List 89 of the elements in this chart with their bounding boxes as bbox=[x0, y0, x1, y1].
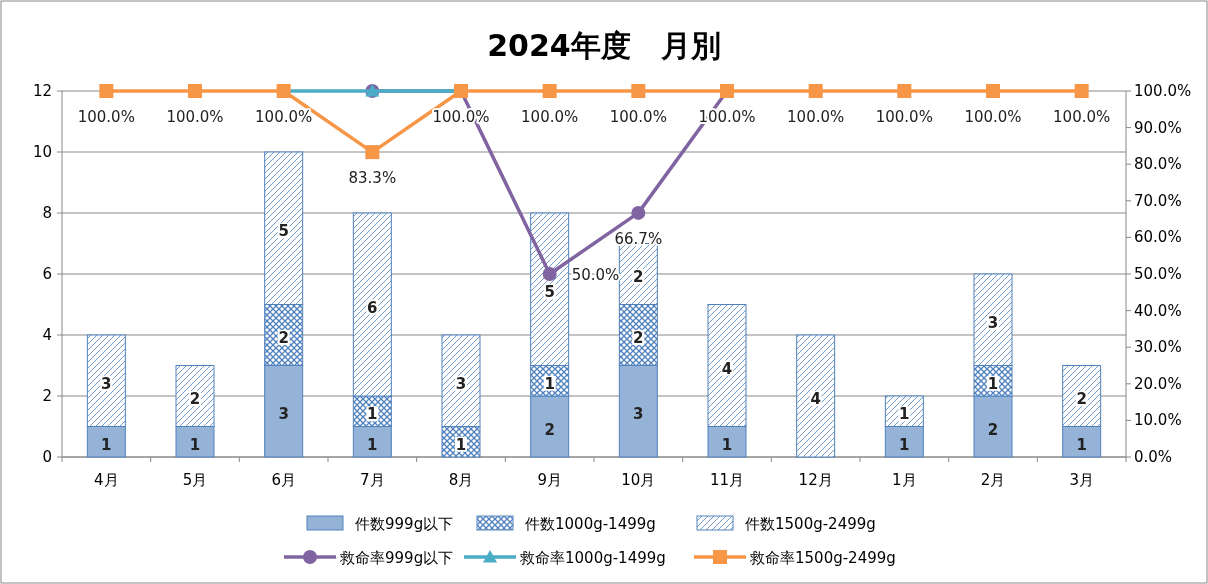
data-label: 100.0% bbox=[521, 108, 579, 126]
y-tick-label: 12 bbox=[32, 82, 52, 100]
data-label: 3 bbox=[987, 313, 999, 332]
data-label: 1 bbox=[899, 435, 910, 454]
data-label: 1 bbox=[189, 435, 201, 454]
x-tick-label: 6月 bbox=[271, 471, 296, 489]
data-label: 6 bbox=[367, 298, 378, 317]
data-label: 2 bbox=[633, 329, 644, 347]
y2-tick-label: 80.0% bbox=[1134, 155, 1182, 174]
y2-tick-label: 50.0% bbox=[1134, 265, 1182, 283]
point bbox=[986, 84, 1000, 98]
x-tick-label: 10月 bbox=[621, 471, 656, 489]
legend-label: 救命率999g以下 bbox=[339, 549, 454, 567]
data-label: 2 bbox=[633, 268, 644, 286]
y-tick-label: 4 bbox=[42, 326, 52, 344]
data-label: 1 bbox=[367, 435, 378, 454]
x-tick-label: 7月 bbox=[360, 471, 385, 489]
x-tick-label: 12月 bbox=[798, 471, 833, 489]
data-label: 2 bbox=[987, 420, 999, 439]
data-label: 1 bbox=[987, 374, 999, 393]
y2-tick-label: 60.0% bbox=[1134, 228, 1182, 247]
point bbox=[365, 145, 380, 160]
point bbox=[188, 84, 202, 98]
x-tick-label: 4月 bbox=[94, 471, 119, 489]
data-label: 5 bbox=[544, 283, 555, 302]
data-label: 1 bbox=[101, 435, 112, 454]
y2-tick-label: 20.0% bbox=[1134, 374, 1182, 393]
data-label: 3 bbox=[101, 374, 112, 393]
data-label: 2 bbox=[544, 420, 555, 439]
legend-label: 救命率1500g-2499g bbox=[749, 549, 896, 567]
chart-title: 2024年度 月別 bbox=[487, 28, 721, 63]
y-tick-label: 8 bbox=[42, 204, 52, 222]
y-tick-label: 2 bbox=[42, 387, 52, 405]
x-tick-label: 8月 bbox=[448, 471, 474, 489]
x-tick-label: 9月 bbox=[537, 471, 562, 489]
x-tick-label: 1月 bbox=[892, 471, 917, 489]
data-label: 100.0% bbox=[875, 108, 933, 126]
y2-tick-label: 30.0% bbox=[1134, 338, 1182, 357]
data-label: 2 bbox=[189, 390, 201, 408]
point bbox=[1074, 84, 1089, 98]
data-label: 1 bbox=[899, 405, 910, 424]
point bbox=[542, 84, 557, 98]
x-tick-label: 2月 bbox=[980, 471, 1006, 489]
data-label: 3 bbox=[278, 405, 289, 424]
data-label: 100.0% bbox=[787, 108, 845, 126]
data-label: 83.3% bbox=[348, 169, 397, 188]
x-tick-label: 11月 bbox=[709, 471, 745, 489]
y2-tick-label: 70.0% bbox=[1134, 191, 1182, 210]
y2-tick-label: 90.0% bbox=[1134, 118, 1182, 137]
data-label: 3 bbox=[633, 405, 644, 424]
point bbox=[631, 205, 646, 220]
point bbox=[808, 84, 823, 98]
data-label: 1 bbox=[455, 435, 467, 454]
point bbox=[99, 84, 114, 98]
data-label: 2 bbox=[1076, 390, 1087, 408]
y-tick-label: 10 bbox=[32, 143, 52, 161]
legend-label: 件数1000g-1499g bbox=[525, 515, 656, 533]
data-label: 50.0% bbox=[571, 266, 620, 284]
y2-tick-label: 10.0% bbox=[1134, 411, 1182, 430]
x-tick-label: 3月 bbox=[1069, 471, 1094, 489]
data-label: 100.0% bbox=[166, 108, 224, 126]
data-label: 100.0% bbox=[77, 108, 135, 126]
y-tick-label: 0 bbox=[42, 448, 52, 466]
bar bbox=[796, 334, 836, 458]
legend-label: 救命率1000g-1499g bbox=[519, 549, 666, 567]
data-label: 100.0% bbox=[609, 108, 667, 126]
data-label: 3 bbox=[455, 374, 467, 393]
data-label: 4 bbox=[810, 390, 821, 408]
data-label: 100.0% bbox=[255, 108, 313, 126]
y-tick-label: 6 bbox=[42, 265, 52, 283]
data-label: 4 bbox=[721, 359, 733, 378]
y2-tick-label: 100.0% bbox=[1134, 82, 1192, 100]
legend-label: 件数999g以下 bbox=[355, 515, 454, 533]
point bbox=[631, 84, 646, 98]
data-label: 5 bbox=[278, 222, 289, 241]
data-label: 66.7% bbox=[614, 229, 663, 248]
point bbox=[897, 84, 912, 98]
point bbox=[542, 267, 557, 281]
data-label: 1 bbox=[1076, 435, 1087, 454]
x-tick-label: 5月 bbox=[182, 471, 208, 489]
data-label: 2 bbox=[278, 329, 289, 347]
data-label: 1 bbox=[721, 435, 733, 454]
y2-tick-label: 0.0% bbox=[1134, 448, 1173, 466]
data-label: 1 bbox=[544, 374, 555, 393]
data-label: 1 bbox=[367, 405, 378, 424]
y2-tick-label: 40.0% bbox=[1134, 301, 1182, 320]
data-label: 100.0% bbox=[964, 108, 1022, 126]
data-label: 100.0% bbox=[1053, 108, 1111, 126]
legend-label: 件数1500g-2499g bbox=[745, 515, 876, 533]
